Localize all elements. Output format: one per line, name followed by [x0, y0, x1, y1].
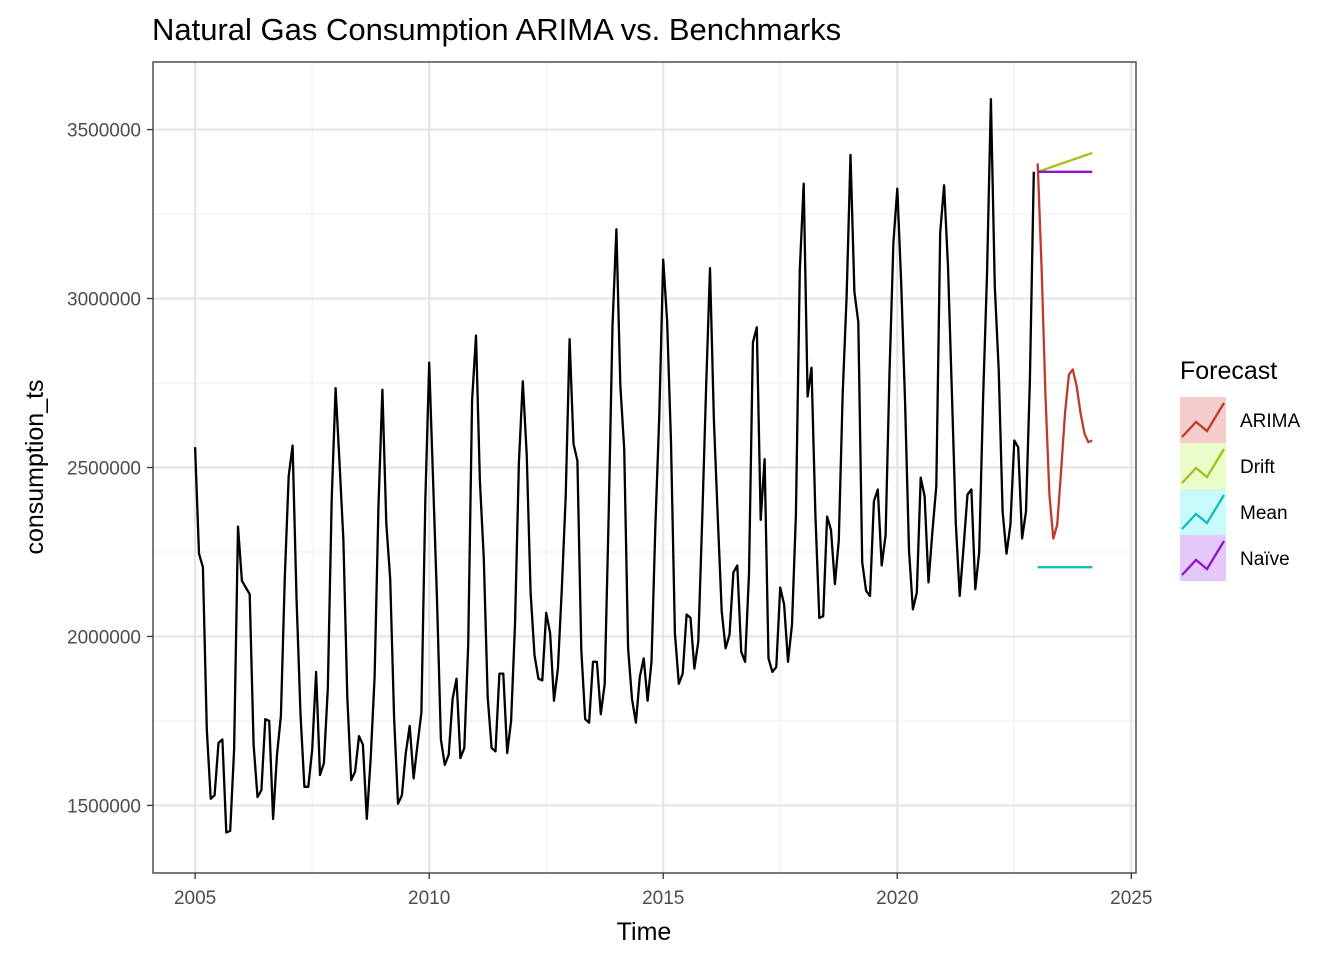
forecast-line-drift — [1037, 151, 1093, 173]
y-axis-title: consumption_ts — [21, 379, 49, 554]
legend-key-arima — [1180, 397, 1226, 443]
x-tick-label: 2010 — [408, 888, 450, 909]
y-tick-label: 3500000 — [67, 121, 141, 142]
legend-glyph-mean — [1181, 494, 1225, 530]
x-tick-label: 2020 — [876, 888, 918, 909]
y-tick-label: 3000000 — [67, 290, 141, 311]
legend-key-drift — [1180, 443, 1226, 489]
legend-label-mean: Mean — [1240, 503, 1288, 524]
x-tick-label: 2015 — [642, 888, 684, 909]
chart-title: Natural Gas Consumption ARIMA vs. Benchm… — [152, 12, 841, 47]
plot-panel: 2005 2010 2015 2020 2025 1500000 2000000 250000… — [67, 61, 1152, 909]
x-axis-title: Time — [617, 918, 672, 946]
legend-label-drift: Drift — [1240, 457, 1276, 478]
legend-glyph-arima — [1181, 402, 1225, 438]
legend: Forecast ARIMA Drift Mean Naïve — [1180, 357, 1301, 581]
legend-key-nave — [1180, 535, 1226, 581]
legend-label-nave: Naïve — [1240, 549, 1290, 570]
legend-key-mean — [1180, 489, 1226, 535]
legend-glyph-drift — [1181, 448, 1225, 484]
x-tick-label: 2025 — [1110, 888, 1152, 909]
y-tick-label: 2500000 — [67, 459, 141, 480]
history-series-line — [193, 98, 1035, 834]
forecast-line-arima — [1036, 163, 1093, 540]
legend-glyph-nave — [1181, 540, 1225, 576]
y-tick-label: 1500000 — [67, 796, 141, 817]
y-tick-label: 2000000 — [67, 627, 141, 648]
legend-label-arima: ARIMA — [1240, 411, 1301, 432]
legend-title: Forecast — [1180, 357, 1277, 385]
x-tick-label: 2005 — [174, 888, 216, 909]
